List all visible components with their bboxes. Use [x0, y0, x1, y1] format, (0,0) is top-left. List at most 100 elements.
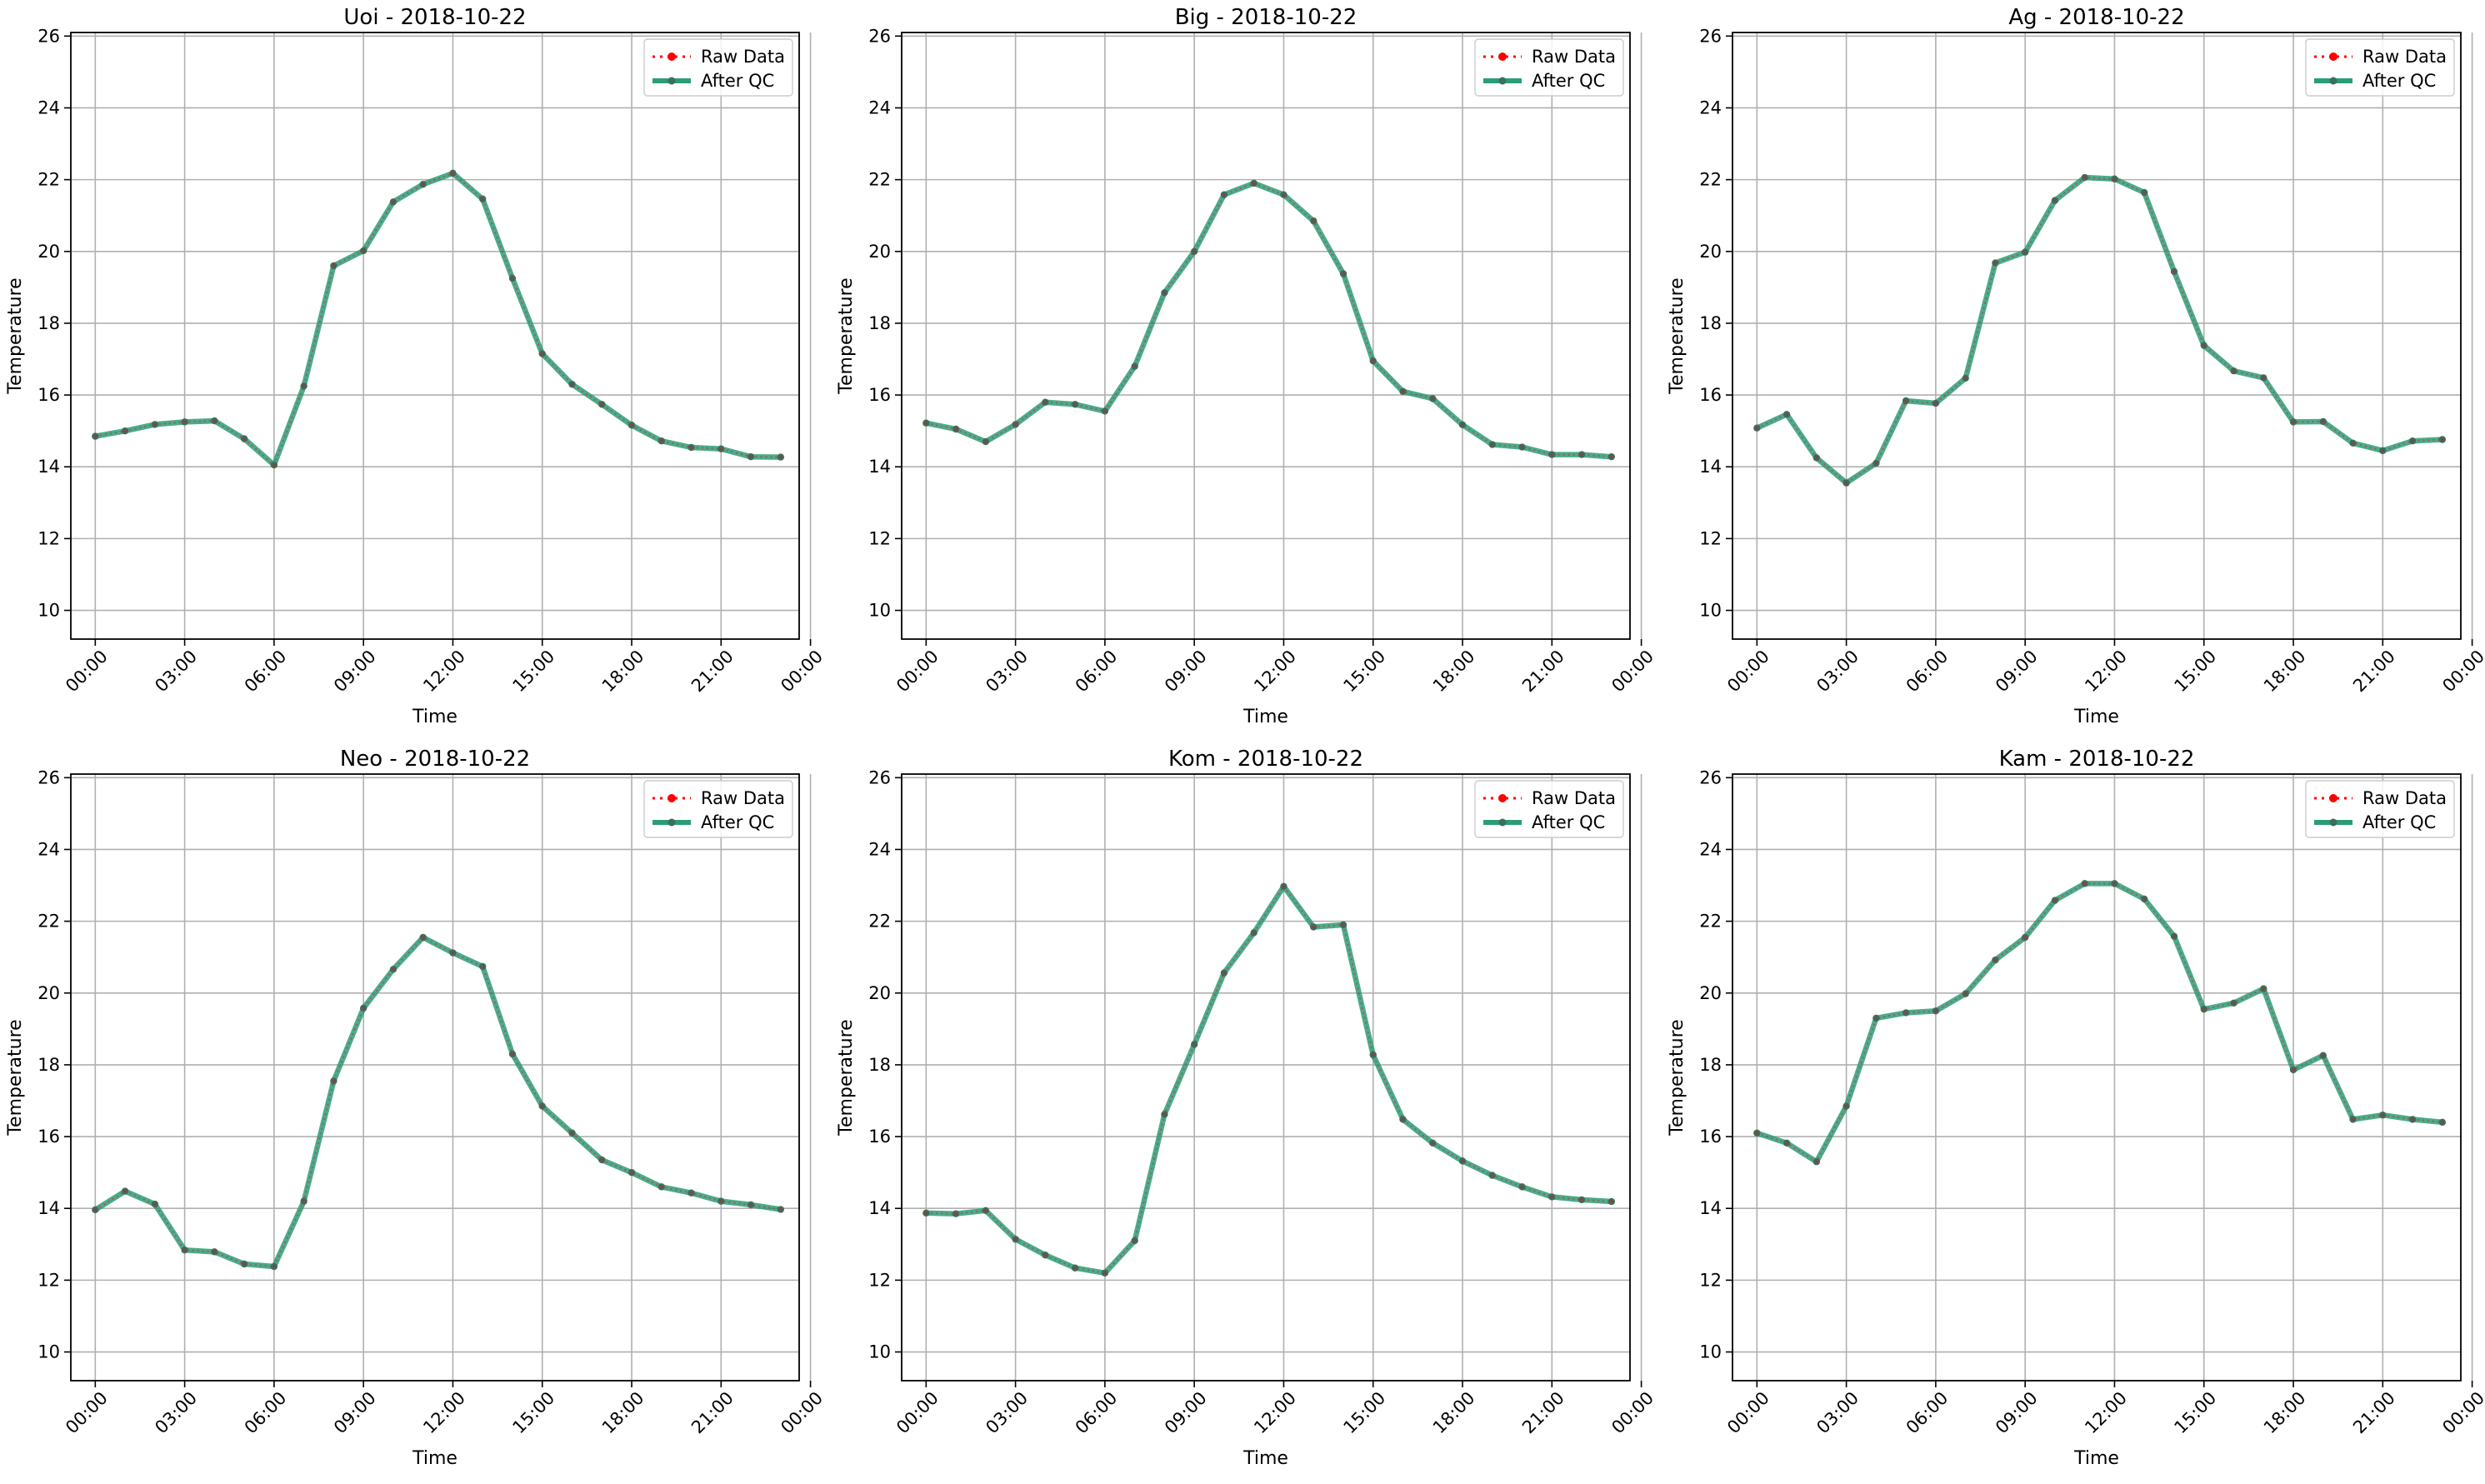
raw-data-point [983, 1208, 988, 1212]
axes-frame [1732, 773, 2462, 1382]
x-tick-label: 12:00 [2081, 647, 2131, 697]
x-tick-label: 15:00 [509, 1388, 559, 1438]
raw-data-point [93, 434, 98, 438]
after-qc-point [211, 1248, 218, 1256]
after-qc-point [1548, 1193, 1556, 1201]
raw-data-point [778, 1207, 782, 1212]
x-tick-label: 09:00 [330, 1388, 380, 1438]
after-qc-point [300, 1197, 308, 1205]
legend-qc-label: After QC [701, 71, 774, 91]
after-qc-point [2260, 985, 2268, 992]
after-qc-point [1842, 1102, 1850, 1110]
after-qc-point [181, 1247, 188, 1254]
raw-data-point [1461, 422, 1465, 427]
after-qc-point [2051, 197, 2059, 204]
after-qc-point [538, 350, 546, 357]
raw-data-point [2381, 448, 2385, 452]
after-qc-point [121, 427, 129, 435]
after-qc-point [2021, 933, 2029, 942]
chart-panel-3: 10 12 14 16 18 20 22 24 26 00:00 03:00 06:00 09:00 12… [1667, 5, 2485, 727]
after-qc-point [211, 417, 218, 425]
raw-data-point [2411, 1117, 2415, 1122]
raw-data-point [540, 352, 544, 356]
raw-data-point [302, 384, 306, 388]
y-tick-label: 10 [38, 1342, 60, 1362]
y-tick-label: 22 [1699, 912, 1722, 932]
legend-raw-label: Raw Data [2362, 47, 2447, 67]
after-qc-point [982, 437, 990, 446]
raw-data-point [749, 1202, 753, 1207]
legend-raw-marker [2329, 52, 2338, 61]
after-qc-point [479, 962, 487, 971]
after-qc-point [508, 274, 517, 282]
raw-data-point [2142, 191, 2147, 195]
after-qc-point [389, 966, 398, 973]
raw-data-point [659, 1185, 663, 1189]
raw-data-point [451, 171, 455, 175]
legend: Raw Data After QC [2305, 780, 2455, 838]
raw-data-point [1401, 389, 1405, 393]
after-qc-point [359, 1004, 368, 1012]
y-tick-label: 22 [38, 170, 60, 190]
after-qc-point [747, 1201, 755, 1209]
after-qc-point [2200, 342, 2208, 349]
raw-data-point [2381, 1113, 2385, 1117]
raw-data-point [332, 1079, 336, 1083]
raw-data-point [1963, 376, 1968, 380]
after-qc-point [1339, 921, 1348, 929]
raw-data-point [182, 420, 187, 424]
x-tick-label: 03:00 [1812, 1388, 1862, 1438]
raw-data-point [2321, 419, 2325, 423]
chart-title: Big - 2018-10-22 [1175, 5, 1358, 30]
x-tick-label: 00:00 [2438, 647, 2485, 697]
raw-data-point [1013, 1237, 1018, 1242]
raw-data-point [302, 1199, 306, 1203]
raw-data-point [659, 439, 663, 443]
raw-data-point [600, 402, 604, 407]
after-qc-point [1280, 191, 1288, 198]
after-qc-point [2141, 188, 2148, 197]
x-tick-label: 06:00 [241, 1388, 291, 1438]
after-qc-point [2408, 1116, 2417, 1123]
legend-raw-label: Raw Data [2362, 788, 2447, 808]
raw-data-point [924, 421, 928, 425]
x-tick-label: 03:00 [1812, 647, 1862, 697]
x-axis-label: Time [412, 707, 458, 727]
after-qc-series-line [925, 180, 1612, 460]
after-qc-point [1131, 362, 1138, 370]
y-tick-label: 20 [868, 983, 891, 1003]
raw-data-point [123, 1189, 128, 1193]
raw-data-point [1282, 192, 1286, 197]
x-axis-label: Time [2073, 1448, 2119, 1469]
after-qc-point [1932, 1007, 1940, 1015]
after-qc-point [628, 1168, 636, 1177]
raw-data-point [2023, 250, 2028, 254]
raw-data-point [1904, 1011, 1908, 1015]
after-qc-point [1399, 1116, 1407, 1123]
raw-data-point [362, 248, 366, 252]
after-qc-point [2081, 173, 2088, 182]
x-tick-label: 06:00 [1902, 647, 1952, 697]
raw-data-point [1162, 1112, 1167, 1117]
raw-data-point [1102, 409, 1107, 413]
x-tick-label: 00:00 [1608, 647, 1658, 697]
x-tick-label: 00:00 [62, 1388, 112, 1438]
after-qc-point [2349, 1116, 2357, 1123]
after-qc-point [952, 425, 960, 433]
legend-raw-marker [668, 52, 676, 61]
after-qc-point [658, 1183, 665, 1191]
after-qc-point [2200, 1005, 2208, 1013]
after-qc-point [1962, 990, 1969, 997]
after-qc-point [922, 419, 930, 427]
raw-data-point [1874, 1016, 1878, 1020]
raw-data-point [1312, 219, 1316, 223]
legend-qc-marker [668, 77, 676, 85]
legend-raw-marker [2329, 794, 2338, 802]
x-tick-label: 18:00 [598, 647, 648, 697]
x-tick-label: 00:00 [777, 647, 827, 697]
y-tick-label: 26 [868, 26, 891, 46]
x-tick-label: 03:00 [982, 1388, 1032, 1438]
y-tick-label: 26 [1699, 26, 1722, 46]
x-tick-label: 00:00 [1723, 647, 1773, 697]
